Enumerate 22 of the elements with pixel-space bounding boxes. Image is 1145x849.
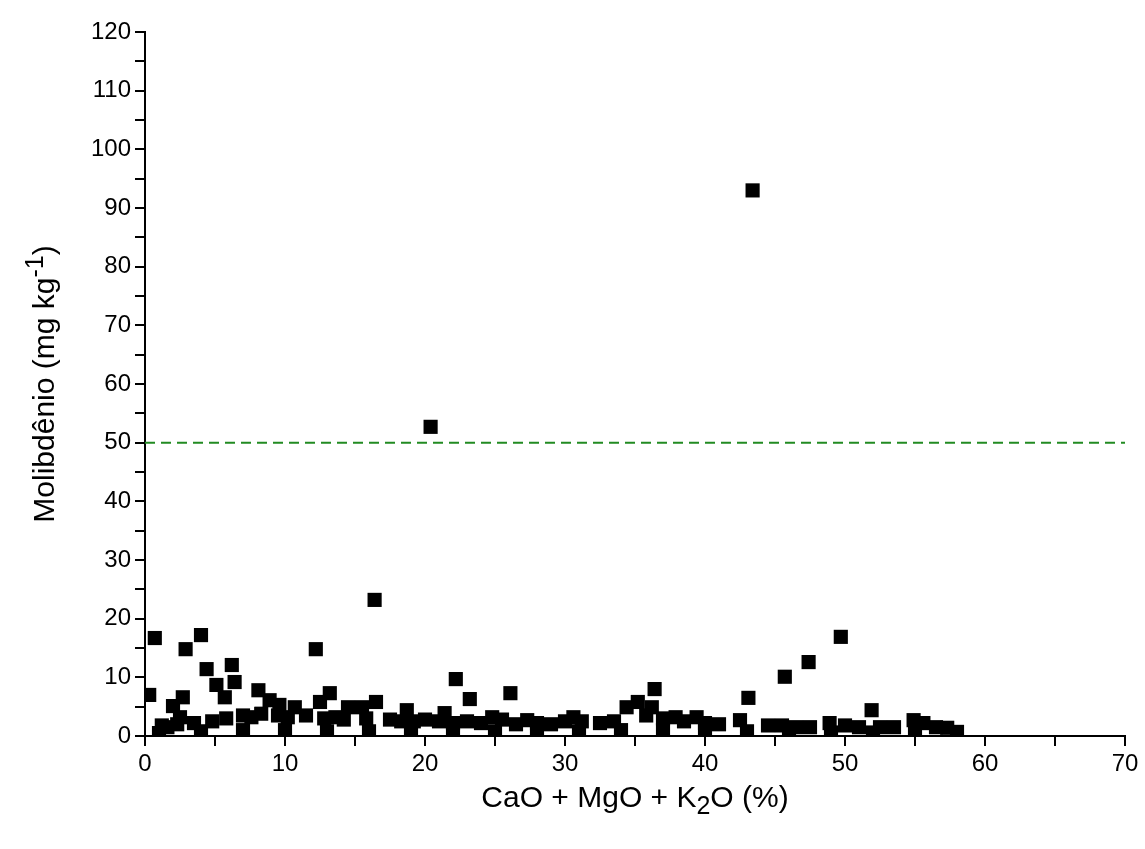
y-tick-label: 20 — [104, 603, 131, 631]
y-tick-label: 0 — [117, 720, 131, 748]
x-tick-label: 10 — [271, 749, 299, 777]
y-tick-label: 70 — [104, 309, 131, 337]
y-tick-label: 30 — [104, 544, 131, 572]
x-tick-label: 50 — [831, 749, 859, 777]
y-tick-label: 100 — [90, 133, 131, 161]
y-tick-label: 50 — [104, 427, 131, 455]
y-tick-label: 40 — [104, 485, 131, 513]
y-tick-label: 120 — [90, 16, 131, 44]
y-tick-label: 90 — [104, 192, 131, 220]
x-axis-title: CaO + MgO + K$_{2}$O (%) — [480, 780, 790, 820]
x-tick-label: 0 — [138, 749, 152, 777]
y-tick-label: 80 — [104, 251, 131, 279]
x-tick-label: 20 — [411, 749, 439, 777]
x-tick-label: 40 — [691, 749, 719, 777]
x-tick-label: 30 — [551, 749, 579, 777]
y-tick-label: 10 — [104, 661, 131, 689]
y-tick-label: 60 — [104, 368, 131, 396]
x-tick-label: 60 — [971, 749, 999, 777]
y-tick-label: 110 — [92, 75, 131, 103]
x-tick-label: 70 — [1111, 749, 1139, 777]
